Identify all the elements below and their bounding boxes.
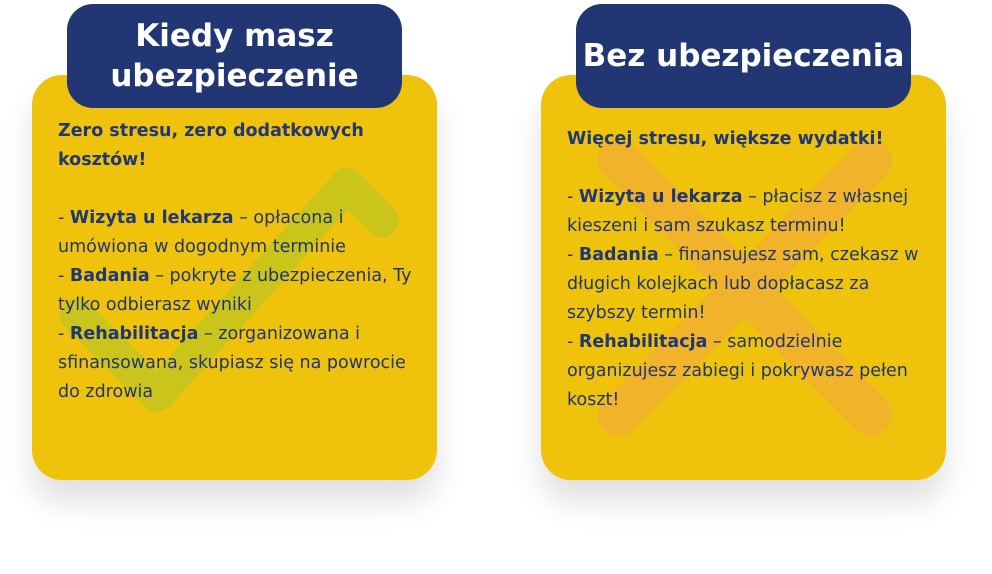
check-icon (60, 168, 399, 412)
insured-title: Kiedy masz ubezpieczenie (67, 4, 402, 108)
uninsured-lead: Więcej stresu, większe wydatki! (567, 129, 884, 149)
uninsured-content: Więcej stresu, większe wydatki! - Wizyta… (567, 125, 927, 415)
list-item: - Rehabilitacja – samodzielnie organizuj… (567, 332, 908, 410)
insured-card: Zero stresu, zero dodatkowych kosztów! -… (32, 75, 437, 480)
uninsured-title: Bez ubezpieczenia (576, 4, 911, 108)
list-item: - Badania – finansujesz sam, czekasz w d… (567, 245, 919, 323)
insured-content: Zero stresu, zero dodatkowych kosztów! -… (58, 117, 418, 407)
list-item: - Badania – pokryte z ubezpieczenia, Ty … (58, 266, 412, 315)
list-item: - Wizyta u lekarza – opłacona i umówiona… (58, 208, 346, 257)
cross-icon (598, 139, 892, 436)
list-item: - Wizyta u lekarza – płacisz z własnej k… (567, 187, 909, 236)
list-item: - Rehabilitacja – zorganizowana i sfinan… (58, 324, 406, 402)
uninsured-card: Więcej stresu, większe wydatki! - Wizyta… (541, 75, 946, 480)
insured-lead: Zero stresu, zero dodatkowych kosztów! (58, 121, 364, 170)
